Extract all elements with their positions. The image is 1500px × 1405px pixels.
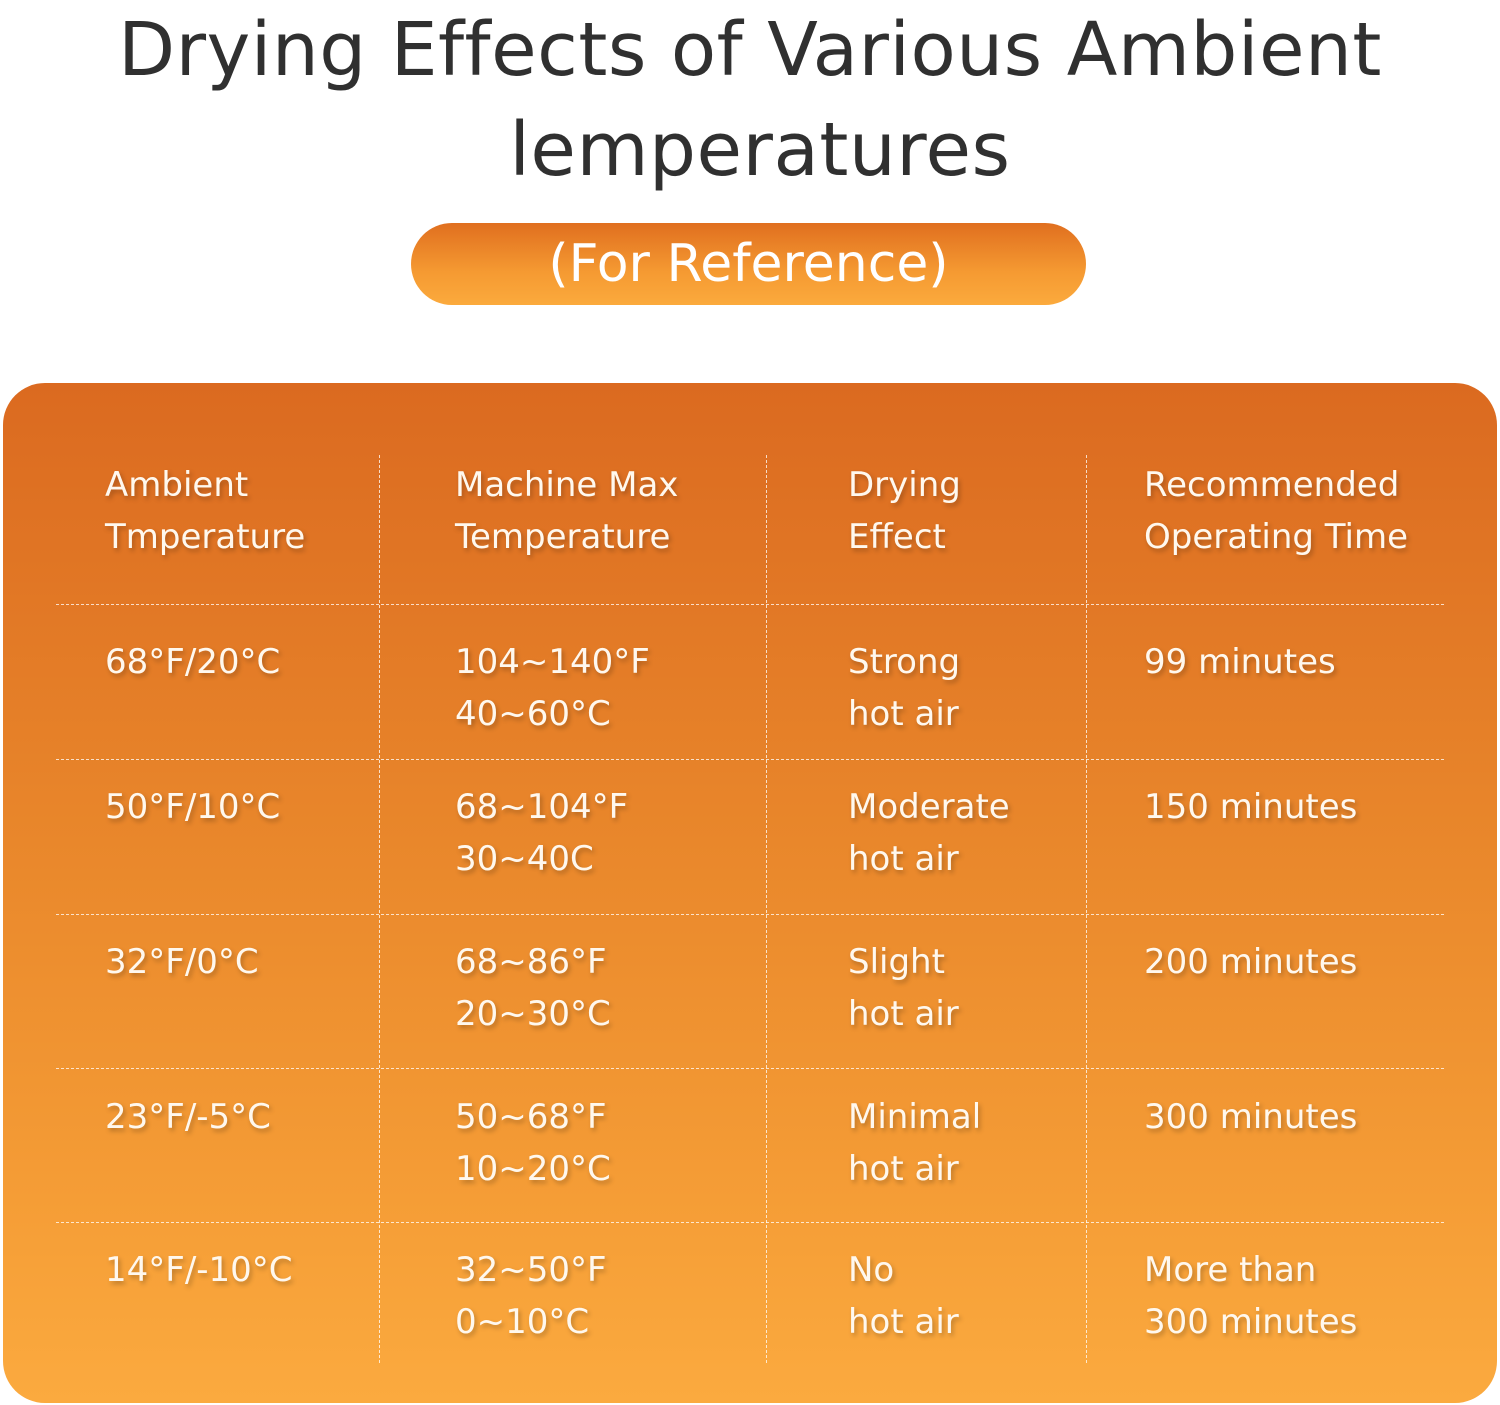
table-cell: 200 minutes	[1144, 936, 1357, 988]
table-cell: Strong hot air	[848, 636, 960, 740]
header-drying-effect: Drying Effect	[848, 459, 961, 563]
row-divider	[56, 1222, 1444, 1223]
cell-text: Moderate	[848, 787, 1010, 827]
table-cell: No hot air	[848, 1244, 959, 1348]
table-cell: 32°F/0°C	[105, 936, 259, 988]
cell-text: 0~10°C	[455, 1302, 590, 1342]
header-text: Ambient	[105, 465, 249, 505]
header-text: Temperature	[455, 517, 671, 557]
cell-text: hot air	[848, 1302, 959, 1342]
page-title: Drying Effects of Various Ambient lemper…	[0, 0, 1500, 200]
header-machine-max-temperature: Machine Max Temperature	[455, 459, 678, 563]
cell-text: hot air	[848, 994, 959, 1034]
cell-text: 300 minutes	[1144, 1097, 1358, 1137]
table-cell: 68~86°F 20~30°C	[455, 936, 611, 1040]
cell-text: 300 minutes	[1144, 1302, 1358, 1342]
header-text: Recommended	[1144, 465, 1400, 505]
header-text: Operating Time	[1144, 517, 1408, 557]
cell-text: No	[848, 1250, 895, 1290]
cell-text: 32~50°F	[455, 1250, 607, 1290]
table-cell: 23°F/-5°C	[105, 1091, 271, 1143]
table-cell: 99 minutes	[1144, 636, 1336, 688]
cell-text: 20~30°C	[455, 994, 611, 1034]
cell-text: 150 minutes	[1144, 787, 1358, 827]
cell-text: 99 minutes	[1144, 642, 1336, 682]
cell-text: 50~68°F	[455, 1097, 607, 1137]
table-cell: Minimal hot air	[848, 1091, 981, 1195]
cell-text: hot air	[848, 1149, 959, 1189]
column-divider	[1086, 455, 1087, 1363]
column-divider	[379, 455, 380, 1363]
cell-text: 200 minutes	[1144, 942, 1358, 982]
header-ambient-temperature: Ambient Tmperature	[105, 459, 305, 563]
table-cell: 14°F/-10°C	[105, 1244, 293, 1296]
header-text: Tmperature	[105, 517, 306, 557]
table-cell: 32~50°F 0~10°C	[455, 1244, 607, 1348]
table-cell: 300 minutes	[1144, 1091, 1357, 1143]
table-cell: 50°F/10°C	[105, 781, 280, 833]
cell-text: 10~20°C	[455, 1149, 611, 1189]
cell-text: Strong	[848, 642, 961, 682]
title-line-2: lemperatures	[509, 107, 1011, 193]
cell-text: 30~40C	[455, 839, 594, 879]
row-divider	[56, 1068, 1444, 1069]
table-cell: 50~68°F 10~20°C	[455, 1091, 611, 1195]
cell-text: 68~104°F	[455, 787, 629, 827]
cell-text: 14°F/-10°C	[105, 1250, 293, 1290]
cell-text: 104~140°F	[455, 642, 650, 682]
header-text: Drying	[848, 465, 961, 505]
row-divider	[56, 604, 1444, 605]
header-text: Effect	[848, 517, 946, 557]
cell-text: hot air	[848, 694, 959, 734]
column-divider	[766, 455, 767, 1363]
table-cell: 68~104°F 30~40C	[455, 781, 628, 885]
cell-text: 40~60°C	[455, 694, 611, 734]
table-cell: Slight hot air	[848, 936, 959, 1040]
temperature-table: Ambient Tmperature Machine Max Temperatu…	[3, 383, 1497, 1403]
row-divider	[56, 759, 1444, 760]
header-recommended-operating-time: Recommended Operating Time	[1144, 459, 1408, 563]
row-divider	[56, 914, 1444, 915]
cell-text: 50°F/10°C	[105, 787, 281, 827]
table-cell: 68°F/20°C	[105, 636, 280, 688]
header-text: Machine Max	[455, 465, 679, 505]
cell-text: Slight	[848, 942, 945, 982]
cell-text: More than	[1144, 1250, 1317, 1290]
cell-text: 68~86°F	[455, 942, 607, 982]
title-line-1: Drying Effects of Various Ambient	[118, 7, 1382, 93]
reference-badge: (For Reference)	[411, 223, 1086, 305]
table-cell: 150 minutes	[1144, 781, 1357, 833]
cell-text: 23°F/-5°C	[105, 1097, 271, 1137]
table-cell: Moderate hot air	[848, 781, 1010, 885]
table-cell: 104~140°F 40~60°C	[455, 636, 650, 740]
cell-text: Minimal	[848, 1097, 982, 1137]
cell-text: 68°F/20°C	[105, 642, 281, 682]
cell-text: hot air	[848, 839, 959, 879]
table-cell: More than 300 minutes	[1144, 1244, 1357, 1348]
cell-text: 32°F/0°C	[105, 942, 259, 982]
